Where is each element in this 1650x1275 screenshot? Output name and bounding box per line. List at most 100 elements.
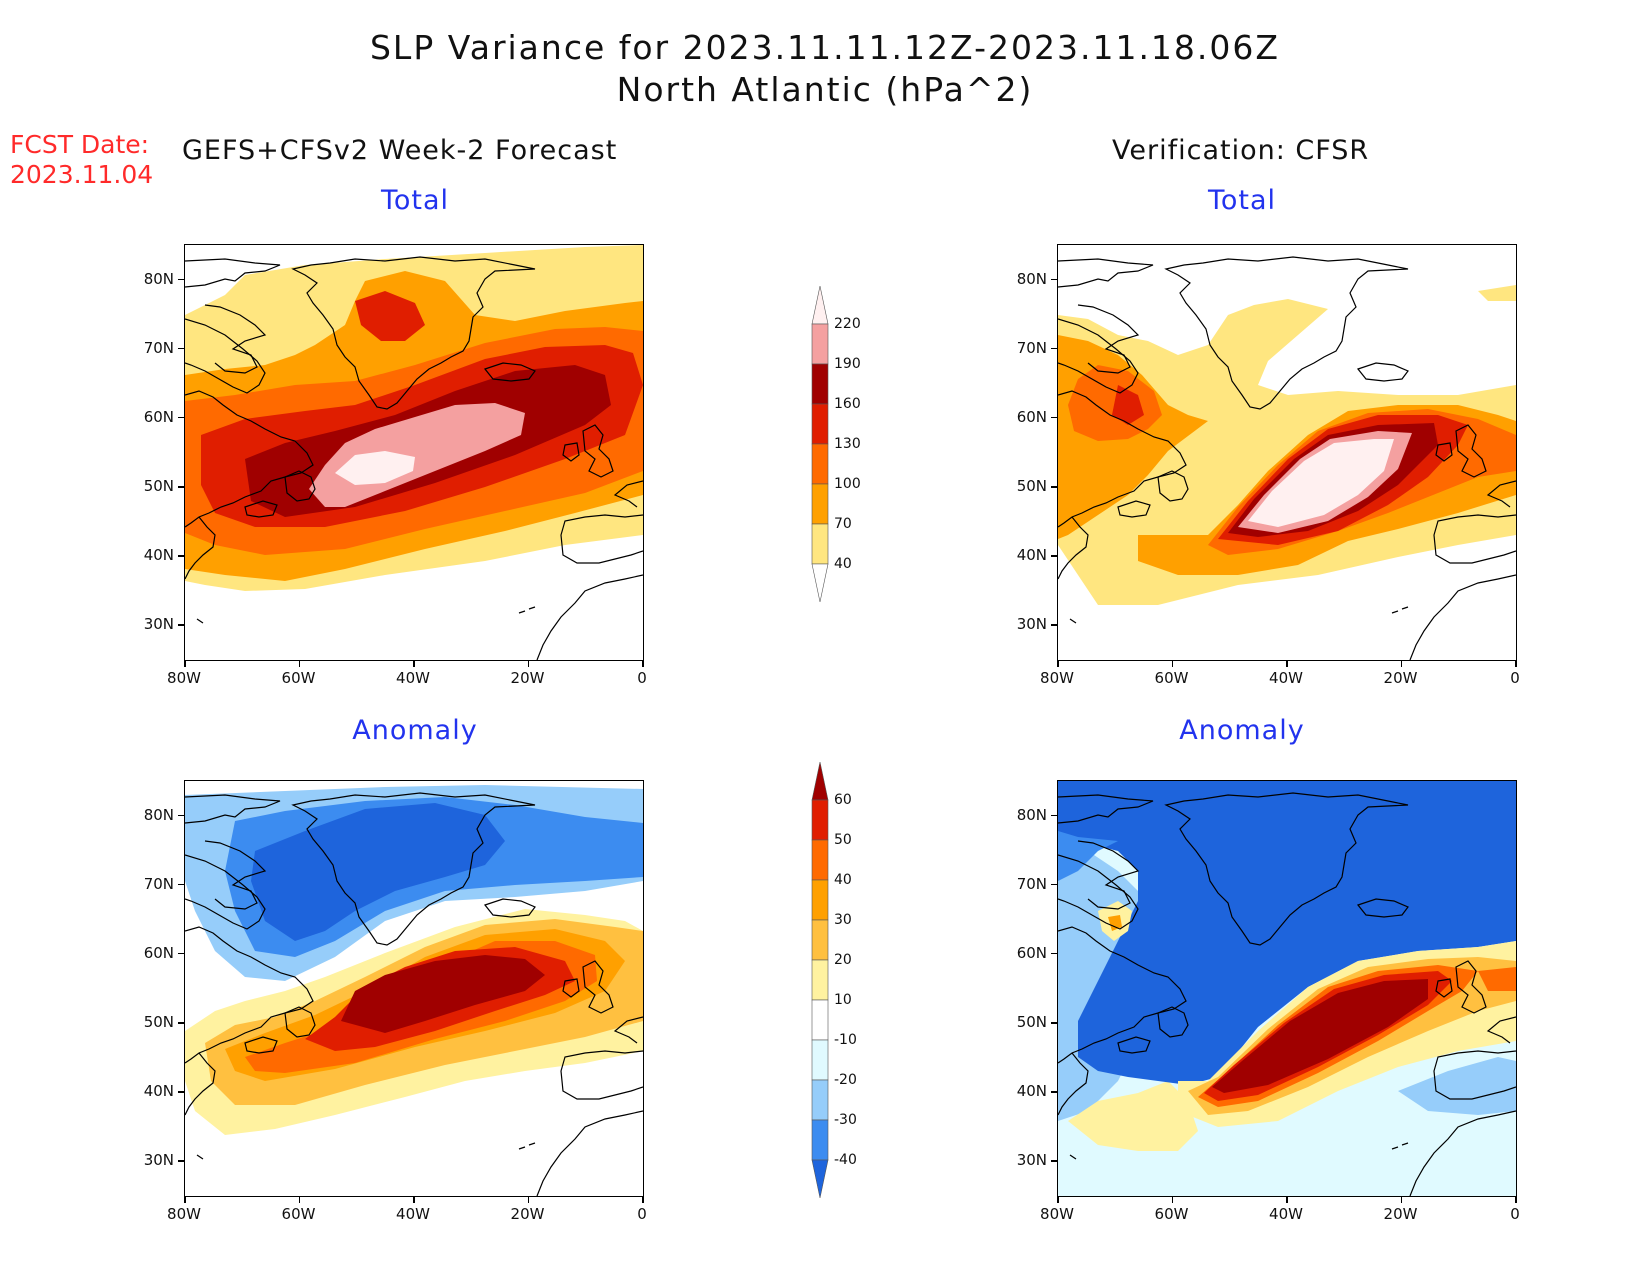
lon-tick <box>298 1197 300 1203</box>
lon-tick-label: 60W <box>1154 1205 1189 1223</box>
lat-tick-label: 30N <box>1016 615 1047 634</box>
colorbar-label: 20 <box>834 952 852 968</box>
lon-tick <box>1171 661 1173 667</box>
lat-tick-label: 50N <box>1016 477 1047 496</box>
colorbar-label: 40 <box>834 872 852 888</box>
colorbar-swatch <box>811 363 829 405</box>
lat-tick <box>1051 624 1057 626</box>
verification-column-heading: Verification: CFSR <box>1112 135 1370 166</box>
colorbar-label: -30 <box>834 1112 857 1128</box>
colorbar-swatch <box>811 799 829 841</box>
lon-tick-label: 20W <box>1383 669 1418 687</box>
lat-tick-label: 30N <box>143 615 174 634</box>
verification-anomaly-map <box>1057 780 1517 1197</box>
lat-tick <box>178 278 184 281</box>
lon-tick <box>413 1197 415 1203</box>
colorbar-swatch <box>811 323 829 365</box>
colorbar-label: 30 <box>834 912 852 928</box>
lat-tick <box>178 1022 184 1024</box>
colorbar-swatch <box>811 1159 829 1199</box>
lon-tick <box>1515 661 1517 667</box>
fcst-date-label: FCST Date: <box>10 130 150 159</box>
lat-tick <box>178 814 184 817</box>
colorbar-swatch <box>811 1039 829 1081</box>
lat-tick-label: 60N <box>143 407 174 426</box>
lat-tick-label: 80N <box>143 805 174 824</box>
colorbar-swatch <box>811 1079 829 1121</box>
colorbar-swatch <box>811 403 829 445</box>
lon-tick <box>527 661 529 667</box>
lat-tick <box>178 883 184 886</box>
lon-tick-label: 60W <box>281 1205 316 1223</box>
lon-tick-label: 80W <box>167 669 201 687</box>
lat-tick-label: 80N <box>1016 269 1047 288</box>
colorbar-swatch <box>811 839 829 881</box>
forecast-column-heading: GEFS+CFSv2 Week-2 Forecast <box>182 135 618 166</box>
lat-tick <box>1051 1160 1057 1162</box>
lon-tick-label: 0 <box>637 669 647 687</box>
lat-tick <box>178 952 184 955</box>
forecast-anomaly-map <box>184 780 644 1197</box>
lat-tick-label: 40N <box>1016 1082 1047 1101</box>
lat-tick-label: 30N <box>143 1151 174 1170</box>
lat-tick-label: 40N <box>143 1082 174 1101</box>
colorbar-label: 190 <box>834 356 861 372</box>
colorbar-label: 220 <box>834 316 861 332</box>
colorbar-swatch <box>811 523 829 565</box>
lon-tick <box>413 661 415 667</box>
lat-tick-label: 50N <box>143 477 174 496</box>
colorbar-label: 10 <box>834 992 852 1008</box>
lon-tick-label: 20W <box>510 669 545 687</box>
colorbar-swatch <box>811 879 829 921</box>
lat-tick <box>1051 952 1057 955</box>
lat-tick-label: 80N <box>1016 805 1047 824</box>
lon-tick <box>1286 661 1288 667</box>
forecast-total-map <box>184 244 644 661</box>
colorbar-label: 160 <box>834 396 861 412</box>
lon-tick-label: 80W <box>1040 1205 1074 1223</box>
lat-tick <box>178 347 184 350</box>
lat-tick-label: 60N <box>1016 407 1047 426</box>
figure-title-line1: SLP Variance for 2023.11.11.12Z-2023.11.… <box>369 28 1281 67</box>
lon-tick-label: 40W <box>1269 669 1303 687</box>
lon-tick <box>184 1197 186 1203</box>
lat-tick <box>1051 1022 1057 1024</box>
lat-tick <box>1051 416 1057 419</box>
lat-tick <box>1051 347 1057 350</box>
lat-tick-label: 40N <box>143 546 174 565</box>
lat-tick-label: 70N <box>1016 338 1047 357</box>
lon-tick-label: 60W <box>1154 669 1189 687</box>
lon-tick-label: 20W <box>1383 1205 1418 1223</box>
colorbar-label: 100 <box>834 476 861 492</box>
lat-tick-label: 60N <box>143 943 174 962</box>
forecast-anomaly-title: Anomaly <box>352 715 478 746</box>
lon-tick-label: 0 <box>1510 669 1520 687</box>
colorbar-label: 130 <box>834 436 861 452</box>
lon-tick <box>1171 1197 1173 1203</box>
lat-tick <box>178 1160 184 1162</box>
colorbar-swatch <box>811 1119 829 1161</box>
lat-tick-label: 50N <box>143 1013 174 1032</box>
lat-tick <box>178 416 184 419</box>
total-colorbar <box>811 286 829 603</box>
colorbar-swatch <box>811 483 829 525</box>
lat-tick <box>1051 814 1057 817</box>
colorbar-swatch <box>811 919 829 961</box>
lon-tick-label: 20W <box>510 1205 545 1223</box>
lat-tick <box>1051 1091 1057 1093</box>
lon-tick-label: 80W <box>167 1205 201 1223</box>
colorbar-label: -40 <box>834 1152 857 1168</box>
figure-title-line2: North Atlantic (hPa^2) <box>616 70 1034 109</box>
verification-total-map <box>1057 244 1517 661</box>
lat-tick-label: 60N <box>1016 943 1047 962</box>
lat-tick <box>178 624 184 626</box>
colorbar-swatch <box>811 286 829 325</box>
colorbar-label: 60 <box>834 792 852 808</box>
lat-tick-label: 70N <box>1016 874 1047 893</box>
lat-tick <box>178 555 184 557</box>
colorbar-label: -10 <box>834 1032 857 1048</box>
anomaly-colorbar <box>811 762 829 1199</box>
lon-tick <box>642 1197 644 1203</box>
colorbar-swatch <box>811 443 829 485</box>
colorbar-label: -20 <box>834 1072 857 1088</box>
